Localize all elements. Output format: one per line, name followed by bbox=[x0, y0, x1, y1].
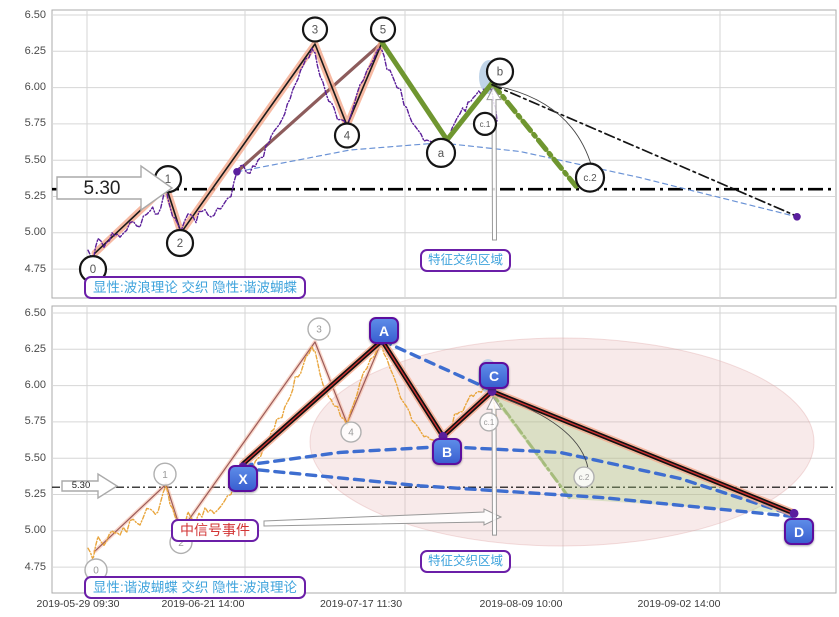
vertex-dot bbox=[793, 213, 801, 221]
point-label-C: C bbox=[479, 362, 509, 389]
x-tick-label: 2019-07-17 11:30 bbox=[319, 598, 403, 610]
point-label-X: X bbox=[228, 465, 258, 492]
top-mode-label: 显性:波浪理论 交织 隐性:谐波蝴蝶 bbox=[84, 276, 307, 299]
svg-text:b: b bbox=[497, 67, 503, 79]
wave-circle-3: 3 bbox=[301, 16, 329, 43]
wave-circle-4: 4 bbox=[333, 122, 361, 149]
vertex-dot bbox=[233, 168, 241, 176]
level-arrow bbox=[56, 164, 174, 212]
y-tick-label: 5.25 bbox=[24, 488, 46, 500]
svg-text:c.2: c.2 bbox=[583, 173, 597, 184]
y-tick-label: 6.00 bbox=[24, 81, 46, 94]
y-tick-label: 4.75 bbox=[24, 262, 46, 275]
y-tick-label: 5.25 bbox=[24, 190, 46, 202]
y-tick-label: 6.50 bbox=[24, 8, 46, 21]
svg-text:4: 4 bbox=[344, 131, 351, 143]
point-label-B: B bbox=[432, 438, 462, 465]
wave-circle-b: b bbox=[485, 57, 515, 86]
series-correction-c-main bbox=[489, 80, 579, 189]
vertex-dot bbox=[487, 386, 497, 396]
svg-text:5: 5 bbox=[380, 25, 386, 37]
series-hidden-c-projection bbox=[490, 391, 572, 501]
svg-text:2: 2 bbox=[178, 538, 184, 549]
wave-circle-a: a bbox=[425, 137, 457, 168]
series-elliott-impulse-0-5 bbox=[91, 39, 386, 257]
svg-text:4: 4 bbox=[348, 428, 354, 439]
series-projection-lower bbox=[236, 142, 798, 218]
level-label-bottom: 5.30 bbox=[71, 480, 91, 491]
svg-text:0: 0 bbox=[93, 566, 99, 577]
vertex-dot bbox=[789, 508, 799, 518]
series-fib-line-x-d bbox=[241, 466, 794, 518]
series-faded-elliott-wave bbox=[94, 340, 383, 552]
bottom-region-label: 特征交织区域 bbox=[420, 550, 512, 573]
y-tick-label: 6.25 bbox=[24, 44, 46, 57]
y-tick-label: 5.50 bbox=[24, 451, 46, 464]
signal-event-label: 中信号事件 bbox=[171, 519, 259, 542]
svg-text:a: a bbox=[438, 148, 445, 160]
svg-text:1: 1 bbox=[162, 470, 168, 481]
svg-text:c.1: c.1 bbox=[480, 120, 491, 129]
y-tick-label: 5.50 bbox=[24, 153, 46, 166]
plot-border-top bbox=[51, 9, 837, 299]
y-tick-label: 4.75 bbox=[24, 560, 46, 573]
svg-text:2: 2 bbox=[177, 238, 183, 250]
top-region-label: 特征交织区域 bbox=[420, 249, 512, 272]
x-tick-label: 2019-08-09 10:00 bbox=[479, 598, 563, 610]
svg-text:3: 3 bbox=[316, 325, 322, 336]
y-tick-label: 5.00 bbox=[24, 226, 46, 239]
y-tick-label: 5.75 bbox=[24, 415, 46, 428]
y-tick-label: 5.00 bbox=[24, 524, 46, 537]
wave-circle-4: 4 bbox=[340, 421, 362, 443]
wave-circle-5: 5 bbox=[369, 16, 397, 43]
guide-curve-bottom bbox=[496, 395, 589, 469]
svg-text:3: 3 bbox=[312, 25, 318, 37]
point-label-D: D bbox=[784, 518, 814, 545]
series-fib-line-x-b-d bbox=[241, 444, 794, 517]
level-arrow bbox=[61, 472, 119, 500]
wave-circle-3: 3 bbox=[307, 317, 331, 341]
x-tick-label: 2019-06-21 14:00 bbox=[161, 598, 245, 610]
x-tick-label: 2019-05-29 09:30 bbox=[36, 598, 120, 610]
wave-circle-c.2: c.2 bbox=[573, 466, 595, 488]
wave-circle-c.1: c.1 bbox=[472, 111, 498, 137]
level-label-top: 5.30 bbox=[83, 178, 121, 199]
y-tick-label: 6.25 bbox=[24, 342, 46, 355]
wave-circle-1: 1 bbox=[153, 462, 177, 486]
series-projection-upper bbox=[491, 83, 796, 217]
y-tick-label: 6.00 bbox=[24, 379, 46, 392]
svg-text:c.2: c.2 bbox=[579, 473, 590, 482]
bottom-mode-label: 显性:谐波蝴蝶 交织 隐性:波浪理论 bbox=[84, 576, 307, 599]
svg-text:0: 0 bbox=[90, 264, 96, 276]
up-arrow bbox=[486, 396, 502, 536]
guide-curve-top bbox=[496, 85, 593, 168]
harmonic-region-ellipse bbox=[309, 337, 815, 547]
svg-text:c.1: c.1 bbox=[484, 418, 495, 427]
wave-circle-c.2: c.2 bbox=[574, 162, 606, 193]
up-arrow bbox=[486, 86, 502, 241]
x-tick-label: 2019-09-02 14:00 bbox=[637, 598, 721, 610]
y-tick-label: 6.50 bbox=[24, 306, 46, 319]
wave-circle-2: 2 bbox=[165, 228, 195, 258]
point-label-A: A bbox=[369, 317, 399, 344]
plot-border-bottom bbox=[51, 305, 837, 594]
wave-circle-c.1: c.1 bbox=[479, 412, 499, 432]
svg-text:1: 1 bbox=[165, 174, 171, 186]
series-trend-0-to-5 bbox=[235, 41, 384, 174]
y-tick-label: 5.75 bbox=[24, 117, 46, 130]
